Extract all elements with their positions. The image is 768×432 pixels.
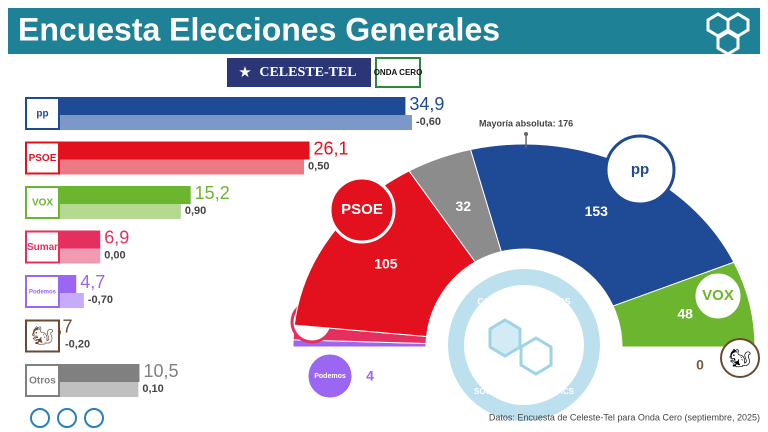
value-label: 10,5 [143,361,178,381]
majority-dot [524,132,529,137]
bar [25,141,310,160]
party-logo [604,134,676,206]
change-label: 0,50 [308,160,329,172]
title: Encuesta Elecciones Generales [18,11,500,47]
party-label: PSOE [29,153,57,164]
party-logo [25,275,60,308]
party-logo [25,141,60,175]
party-logo [25,186,60,219]
party-label: Sumar [27,242,58,253]
seat-sector [293,170,476,338]
change-label: 0,90 [185,205,206,217]
watermark-bottom: SOCIAL DATA ANALYTICS [474,387,575,396]
value-label: 6,9 [104,227,129,247]
majority-label: Mayoría absoluta: 176 [479,118,573,128]
value-label: 15,2 [195,183,230,203]
seat-label: 48 [677,306,693,322]
party-label: pp [631,161,649,178]
watermark-top: COLMENA DE DATOS [477,296,570,306]
seat-label: 0 [696,357,704,373]
party-logo [720,338,760,378]
party-logo [25,319,60,353]
party-icon: 🐿 [31,325,54,345]
bar [25,97,406,115]
bar [25,186,191,204]
party-label: Otros [29,376,56,387]
seat-label: 4 [366,368,374,384]
party-label: Podemos [314,373,346,380]
value-label: 26,1 [313,138,348,158]
party-label: PSOE [341,201,383,218]
previous-bar [25,204,181,219]
pollster-logo [227,58,371,87]
pollster: CELESTE-TEL [259,65,356,80]
party-label: VOX [702,287,734,304]
value-label: 4,7 [80,272,105,292]
seat-label: 32 [455,198,471,214]
party-logo [692,270,744,322]
change-label: -0,70 [88,294,113,306]
party-label: Podemos [29,290,57,296]
media: ONDA CERO [374,68,423,77]
seat-sector [469,143,735,307]
party-logo [25,97,60,130]
party-label: VOX [32,198,53,209]
star: ★ [238,64,251,81]
seat-label: 105 [374,256,398,272]
change-label: 0,10 [142,383,163,395]
brand-icon [706,12,750,56]
license-icons [30,408,104,428]
change-label: -0,60 [416,116,441,128]
change-label: 0,00 [104,249,125,261]
change-label: -0,20 [65,338,90,350]
source: Datos: Encuesta de Celeste-Tel para Onda… [489,412,760,422]
party-logo [308,354,352,398]
party-logo [25,364,60,397]
party-icon: 🐿 [729,348,752,368]
header-band [8,8,760,54]
party-logo [25,230,60,264]
watermark: COLMENA DE DATOS SOCIAL DATA ANALYTICS [448,269,600,421]
seat-label: 153 [585,203,609,219]
previous-bar [25,115,412,130]
media-logo [375,57,421,88]
party-logo [328,176,396,244]
previous-bar [25,159,305,175]
value-label: 34,9 [409,94,444,114]
party-label: pp [36,109,48,120]
